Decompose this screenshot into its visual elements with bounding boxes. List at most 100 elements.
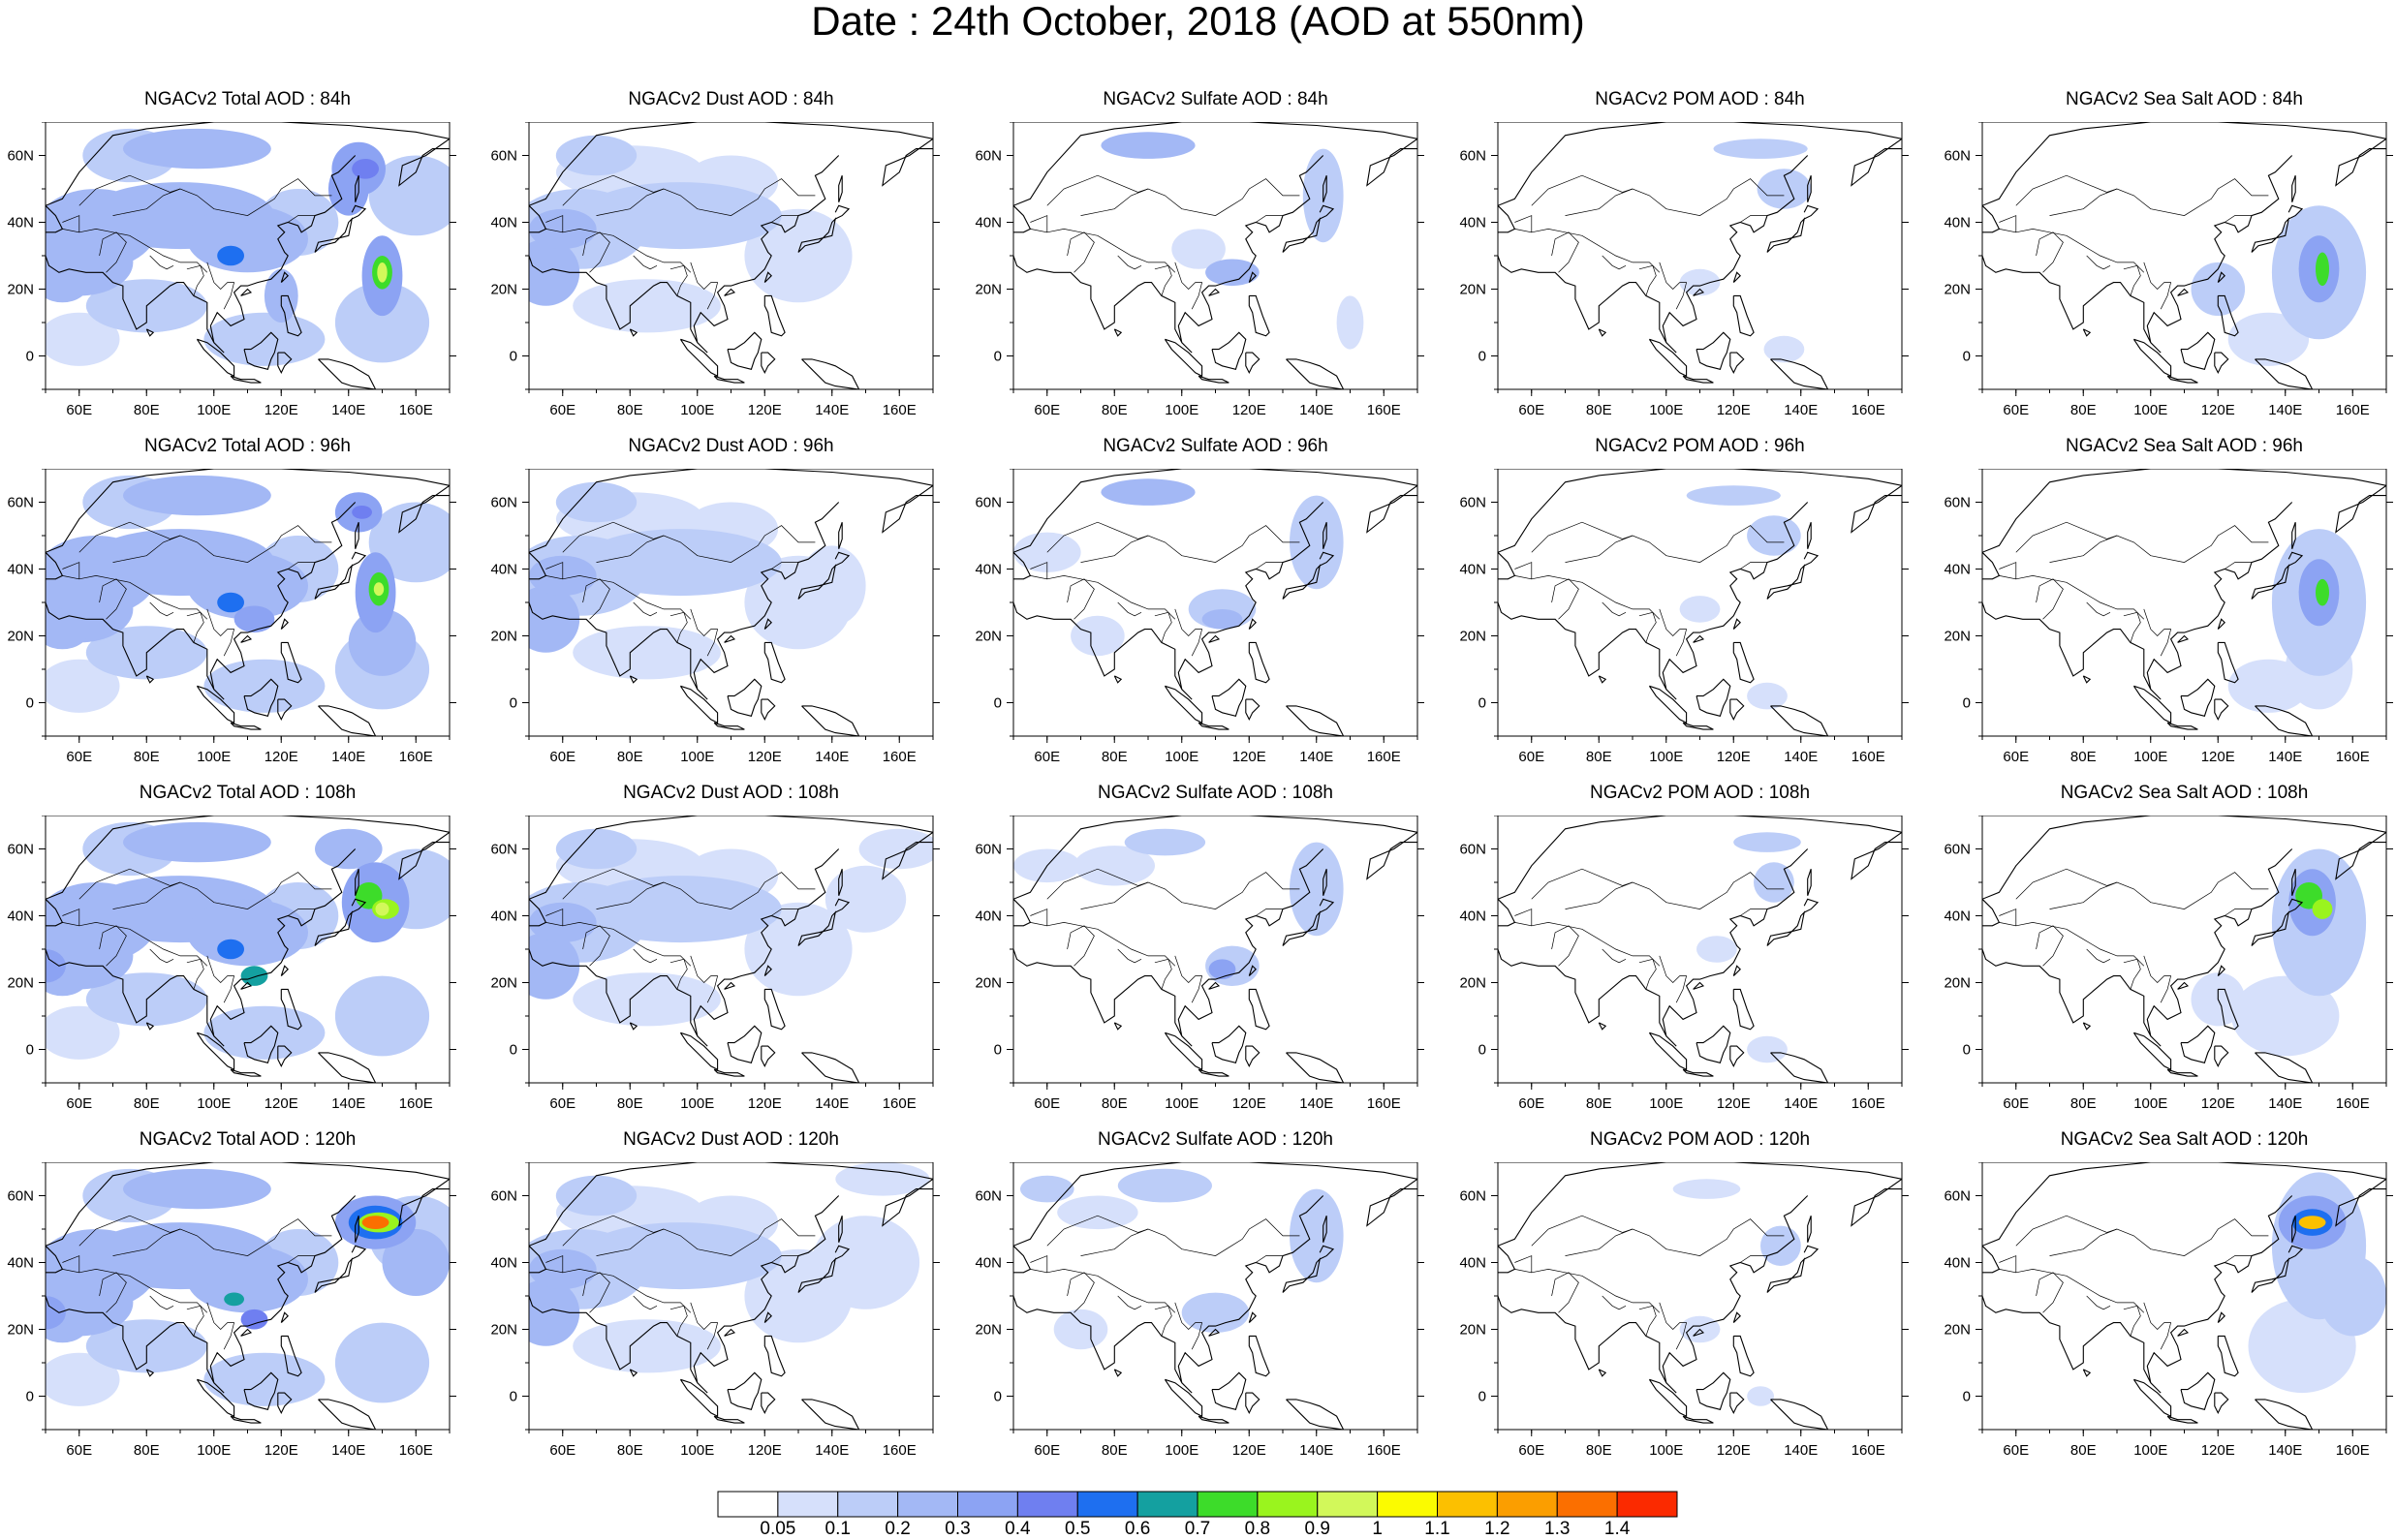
coastline [633, 1295, 658, 1310]
coastline [1498, 1162, 1902, 1247]
aod-region [122, 821, 271, 863]
lat-tick-label: 0 [994, 1389, 1002, 1405]
coastline [1682, 1415, 1714, 1424]
coastline [629, 328, 638, 337]
coastline [1514, 1255, 1533, 1274]
aod-region [46, 1296, 66, 1330]
aod-region [555, 481, 638, 523]
coastline [2132, 1032, 2172, 1071]
lon-tick-label: 60E [2003, 1442, 2029, 1459]
aod-region [1763, 335, 1805, 363]
coastline [1999, 562, 2017, 580]
coastline [1982, 204, 2001, 233]
lon-tick-label: 140E [1299, 749, 1333, 765]
lat-tick-label: 60N [7, 1188, 34, 1205]
coastline [2049, 525, 2269, 563]
coastline [679, 685, 719, 724]
lon-tick-label: 160E [883, 1095, 917, 1112]
coastline [243, 1371, 279, 1410]
coastline [1322, 1216, 1327, 1243]
lat-tick-label: 60N [1459, 495, 1486, 511]
coastline [1113, 1369, 1123, 1377]
coastline [669, 1305, 688, 1337]
aod-region [355, 882, 383, 909]
coastline [1174, 1302, 1203, 1350]
aod-region [122, 475, 271, 516]
coastline [1648, 1378, 1688, 1418]
aod-region [334, 975, 430, 1057]
coastline [351, 204, 367, 220]
coastline [596, 525, 816, 563]
lon-tick-label: 140E [2268, 1095, 2302, 1112]
lon-tick-label: 140E [815, 1442, 849, 1459]
coastline [1803, 898, 1820, 913]
coastline [2291, 522, 2296, 549]
lon-tick-label: 100E [1649, 1442, 1683, 1459]
coastline [2086, 948, 2111, 964]
coastline [1602, 1295, 1627, 1310]
aod-region [361, 1216, 389, 1229]
coastline [1498, 1245, 1516, 1274]
lon-tick-label: 80E [617, 1442, 643, 1459]
coastline [145, 328, 155, 337]
lat-tick-label: 0 [994, 349, 1002, 365]
lat-tick-label: 40N [1944, 215, 1971, 231]
coastline [1598, 675, 1607, 684]
coastline [633, 948, 658, 964]
colorbar-label: 1.4 [1603, 1519, 1631, 1539]
lat-tick-label: 40N [1459, 909, 1486, 925]
lon-tick-label: 60E [549, 749, 576, 765]
lon-tick-label: 160E [1851, 1095, 1885, 1112]
colorbar-label: 0.9 [1304, 1519, 1330, 1539]
coastline [629, 1022, 638, 1031]
lon-tick-label: 60E [2003, 402, 2029, 418]
aod-region [1733, 832, 1801, 852]
coastline [1211, 678, 1247, 717]
lat-tick-label: 20N [1459, 282, 1486, 298]
coastline [46, 1162, 450, 1247]
coastline [582, 231, 610, 273]
colorbar-box [1136, 1491, 1198, 1518]
coastline [1208, 288, 1221, 296]
map-panel: 60E 80E 100E 120E 140E 160E 60N 40N 20N 0 [1944, 122, 2393, 418]
coastline [280, 988, 302, 1031]
colorbar-label: 0.5 [1065, 1519, 1091, 1539]
lon-tick-label: 100E [1649, 402, 1683, 418]
coastline [1248, 988, 1270, 1031]
coastline [288, 909, 315, 916]
colorbar-box [1257, 1491, 1319, 1518]
lon-tick-label: 160E [2336, 1442, 2370, 1459]
coastline [529, 848, 840, 1047]
coastline [277, 698, 293, 722]
coastline [1732, 618, 1741, 630]
coastline [1498, 551, 1516, 580]
coastline [1531, 1269, 1661, 1313]
lon-tick-label: 60E [549, 1442, 576, 1459]
coastline [1766, 217, 1806, 253]
lon-tick-label: 120E [1232, 402, 1266, 418]
lat-tick-label: 0 [1963, 1389, 1971, 1405]
lon-tick-label: 60E [66, 1442, 92, 1459]
coastline [1013, 469, 1417, 553]
coastline [2123, 264, 2141, 296]
coastline [78, 922, 208, 967]
coastline [230, 1068, 262, 1077]
coastline [2291, 175, 2296, 202]
coastline [1551, 578, 1579, 620]
coastline [2049, 178, 2269, 216]
coastline [78, 1215, 181, 1247]
lat-tick-label: 20N [1459, 629, 1486, 645]
lat-tick-label: 40N [7, 562, 34, 578]
coastline [2086, 601, 2111, 617]
coastline [562, 1269, 692, 1313]
coastline [724, 981, 736, 990]
coastline [1565, 1218, 1785, 1256]
coastline [2251, 1257, 2290, 1293]
coastline [1696, 1371, 1731, 1410]
panel-title: NGACv2 Dust AOD : 96h [628, 436, 834, 456]
coastline [1164, 685, 1203, 724]
colorbar-box [717, 1491, 779, 1518]
coastline [1154, 264, 1172, 296]
coastline [2166, 722, 2198, 730]
coastline [801, 705, 860, 736]
